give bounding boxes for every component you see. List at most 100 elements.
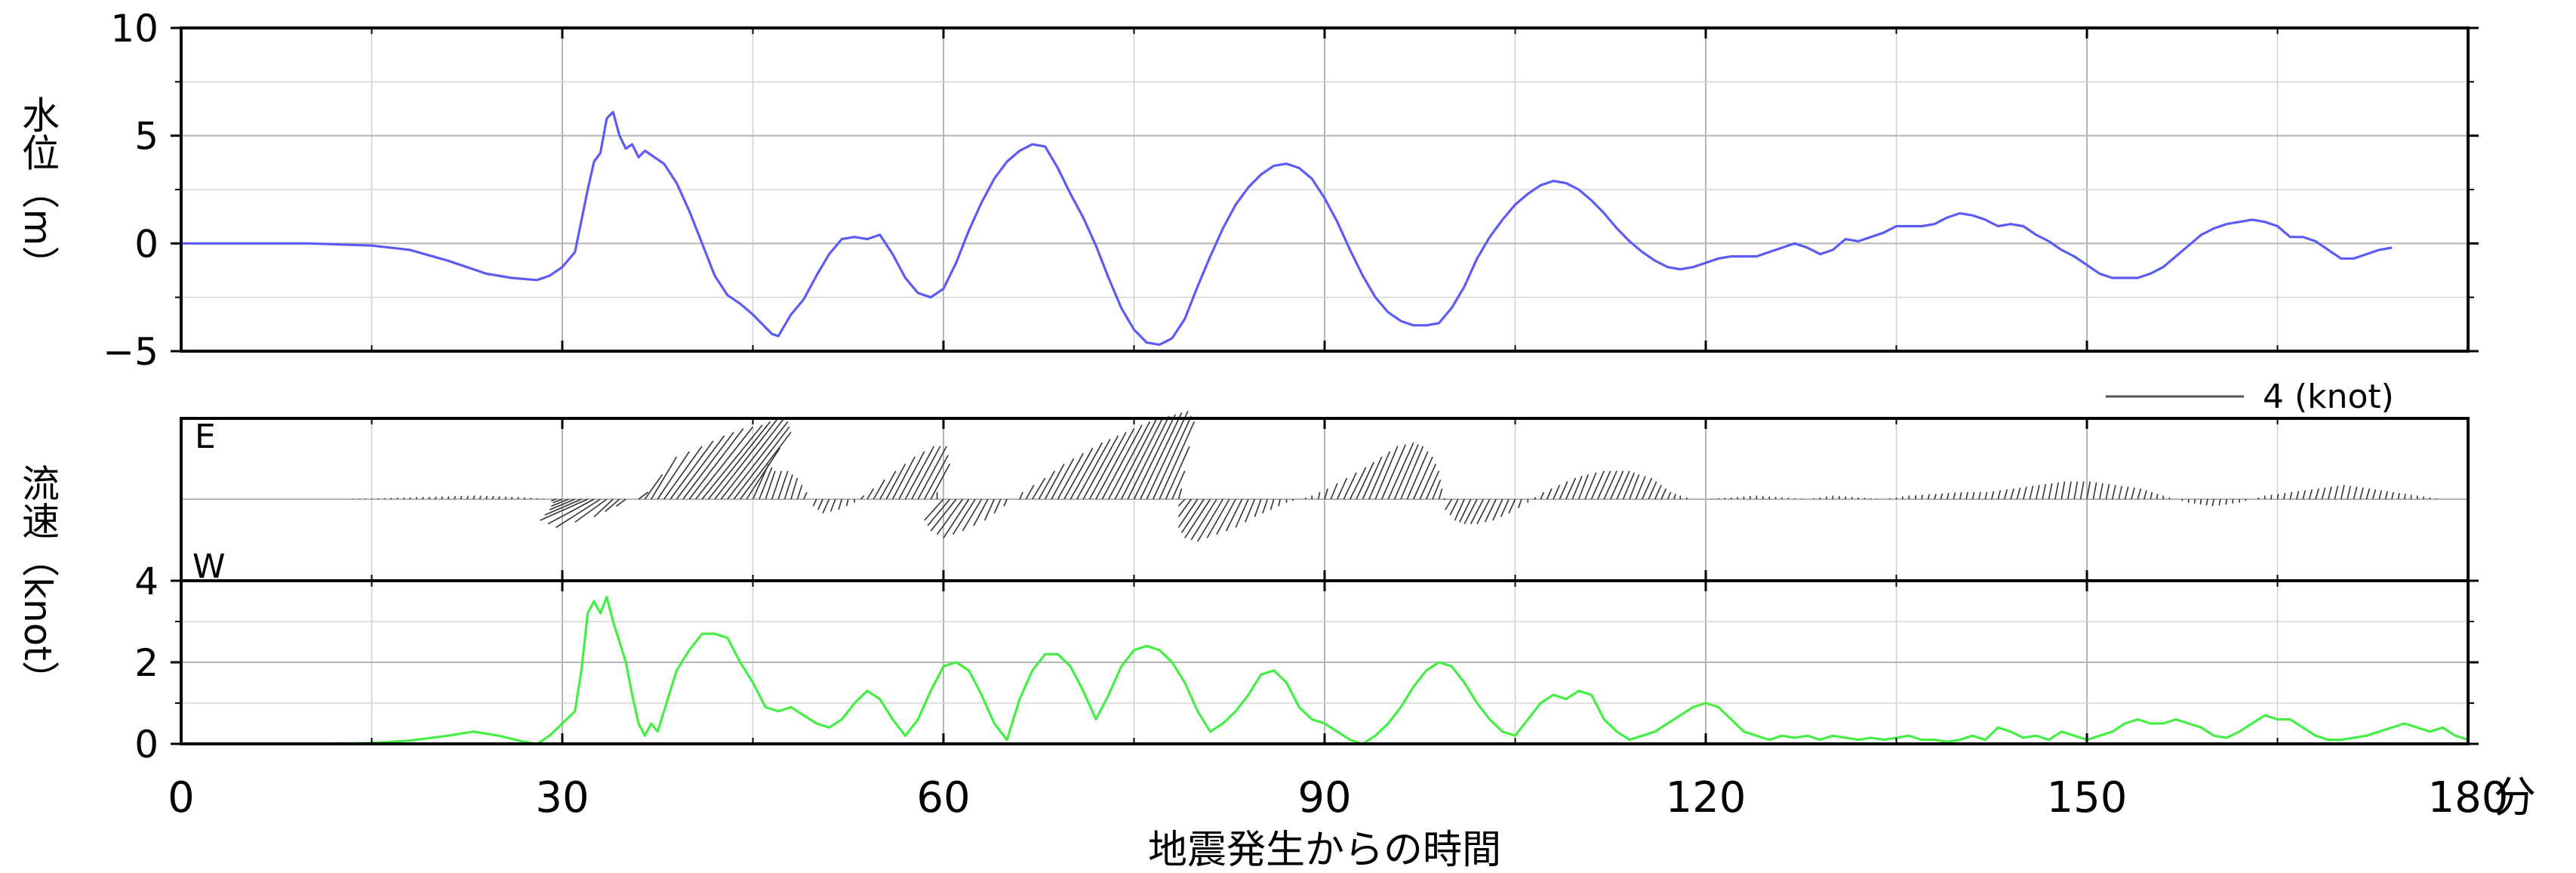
current-vector xyxy=(911,446,941,500)
x-tick-label: 90 xyxy=(1297,773,1351,822)
current-vector xyxy=(1225,498,1243,532)
current-vector xyxy=(993,498,1002,514)
current-vector xyxy=(1940,493,1944,500)
current-vector xyxy=(1245,498,1256,523)
current-vector xyxy=(1108,421,1151,500)
current-vector xyxy=(803,492,808,500)
current-vector xyxy=(676,435,725,500)
current-vector xyxy=(1038,470,1055,500)
current-vector xyxy=(383,498,386,500)
current-vector xyxy=(1978,492,1981,500)
current-vector xyxy=(1660,488,1667,500)
water-level-axis-title: 水位（m） xyxy=(16,96,60,284)
grid-lines xyxy=(181,27,2468,744)
current-vector xyxy=(644,474,663,500)
current-vector xyxy=(1032,477,1046,500)
x-tick-label: 0 xyxy=(168,773,195,822)
current-vector xyxy=(1343,472,1357,500)
current-vector xyxy=(1317,492,1321,500)
current-vector xyxy=(746,447,780,500)
current-vector xyxy=(1584,472,1597,500)
current-vector xyxy=(701,424,763,500)
current-vector xyxy=(2283,492,2286,500)
current-vector xyxy=(1133,414,1176,500)
current-vector xyxy=(879,470,897,500)
current-vector xyxy=(1076,439,1111,500)
x-axis-title: 地震発生からの時間 xyxy=(1148,828,1501,873)
current-vector xyxy=(771,470,783,500)
current-vector xyxy=(434,496,437,500)
current-vector xyxy=(924,455,949,500)
current-vector xyxy=(669,440,714,500)
water-level-line xyxy=(181,110,2393,346)
current-vector xyxy=(2391,492,2394,500)
current-vector xyxy=(1177,488,1183,500)
current-vector xyxy=(707,421,771,500)
current-vector xyxy=(504,496,507,500)
current-vector xyxy=(1171,470,1186,500)
current-vector xyxy=(2347,486,2352,500)
current-vector xyxy=(1278,498,1281,507)
current-vector xyxy=(1517,498,1522,508)
current-vector xyxy=(1934,493,1937,500)
current-vector xyxy=(2340,485,2345,500)
current-vector xyxy=(1400,446,1424,500)
current-vector xyxy=(2353,486,2358,500)
water-level-tick-label: 10 xyxy=(110,7,158,51)
current-vector xyxy=(1959,492,1962,500)
current-vector xyxy=(1534,497,1537,500)
current-vector xyxy=(2270,495,2273,500)
current-vector xyxy=(2079,481,2085,500)
current-vector xyxy=(2199,498,2202,505)
current-vector xyxy=(930,498,957,532)
current-vector xyxy=(891,456,916,500)
current-vector xyxy=(549,498,576,511)
current-vector xyxy=(540,498,589,521)
current-vector xyxy=(2042,483,2047,500)
current-vector xyxy=(2016,487,2021,500)
current-vector xyxy=(1449,498,1459,516)
current-vector xyxy=(1635,476,1646,500)
current-vector xyxy=(927,498,951,526)
current-vector xyxy=(1459,498,1472,523)
current-vector xyxy=(1476,498,1491,525)
current-vector xyxy=(1953,492,1956,500)
current-vector xyxy=(962,498,983,532)
current-vector xyxy=(552,498,563,504)
current-vector xyxy=(1262,498,1269,514)
current-vector xyxy=(1603,470,1617,500)
current-vector xyxy=(479,495,482,500)
current-vector xyxy=(551,498,556,502)
current-vector xyxy=(377,498,380,500)
current-vector xyxy=(682,431,734,500)
current-vector xyxy=(2302,490,2307,500)
current-vector xyxy=(1362,456,1383,500)
current-vector xyxy=(1597,470,1611,500)
current-vector xyxy=(714,418,779,500)
current-vector xyxy=(605,498,620,513)
current-vector xyxy=(1153,415,1192,500)
current-vector xyxy=(783,474,793,500)
current-speed-tick-label: 4 xyxy=(134,560,158,603)
current-vector xyxy=(402,497,405,500)
east-label: E xyxy=(195,418,216,456)
current-vector xyxy=(2124,486,2129,500)
current-speed-line xyxy=(181,595,2469,745)
water-level-tick-label: −5 xyxy=(103,330,158,374)
current-vector xyxy=(1492,498,1503,521)
current-vector xyxy=(1445,498,1452,511)
current-vector xyxy=(2067,481,2072,500)
current-vector xyxy=(1019,492,1023,500)
current-vector xyxy=(551,498,569,507)
current-vector xyxy=(491,495,494,500)
current-vector xyxy=(2205,498,2208,506)
scale-bar-label: 4 (knot) xyxy=(2263,378,2394,416)
current-speed-tick-label: 0 xyxy=(134,723,158,767)
current-vector xyxy=(1197,498,1223,542)
current-vector xyxy=(2218,498,2221,506)
current-vector xyxy=(1984,492,1988,500)
current-vector xyxy=(2156,493,2159,500)
current-vector xyxy=(1500,498,1510,517)
current-vector xyxy=(2150,492,2153,500)
current-vector xyxy=(2048,483,2053,500)
